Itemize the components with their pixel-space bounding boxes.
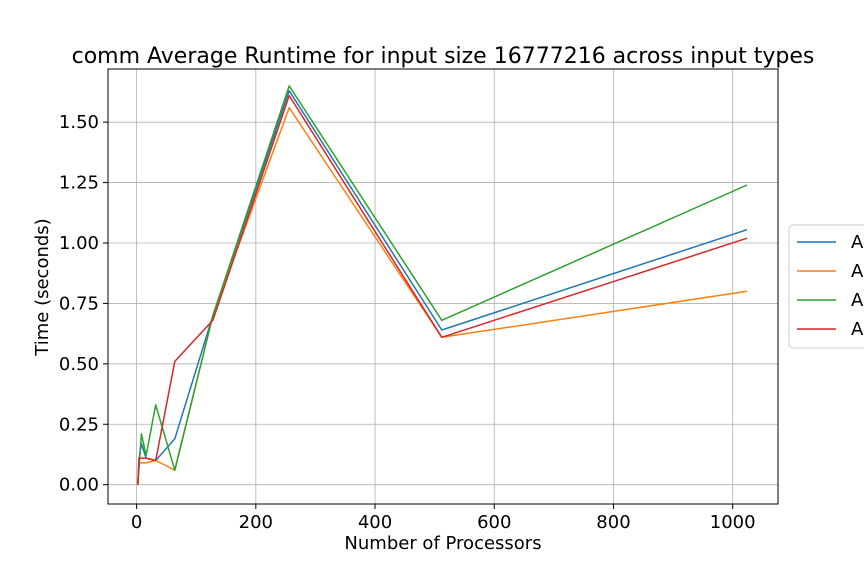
- x-axis-label: Number of Processors: [344, 533, 541, 554]
- y-tick-label: 1.25: [59, 173, 99, 194]
- series-line-4: [137, 94, 748, 485]
- legend-label-3: A: [851, 290, 864, 311]
- series-line-3: [137, 85, 748, 485]
- legend-label-2: A: [851, 261, 864, 282]
- y-tick-label: 0.75: [59, 293, 99, 314]
- series-line-1: [137, 90, 748, 485]
- series-line-2: [137, 106, 748, 485]
- x-tick-label: 600: [477, 512, 511, 533]
- legend-frame: [788, 224, 864, 349]
- x-tick-label: 1000: [710, 512, 756, 533]
- plot-area-frame: [107, 68, 779, 505]
- chart-title: comm Average Runtime for input size 1677…: [72, 44, 815, 69]
- x-tick-label: 800: [596, 512, 630, 533]
- y-axis-ticks: 0.00 0.25 0.50 0.75 1.00 1.25 1.50: [59, 112, 108, 496]
- x-tick-label: 400: [358, 512, 392, 533]
- y-tick-label: 0.25: [59, 414, 99, 435]
- x-tick-label: 200: [239, 512, 273, 533]
- series-layer: [137, 85, 748, 485]
- grid-lines: [108, 69, 778, 504]
- y-tick-label: 0.00: [59, 475, 99, 496]
- y-tick-label: 1.50: [59, 112, 99, 133]
- y-tick-label: 0.50: [59, 354, 99, 375]
- y-tick-label: 1.00: [59, 233, 99, 254]
- x-tick-label: 0: [131, 512, 142, 533]
- y-axis-label: Time (seconds): [32, 218, 53, 356]
- x-axis-ticks: 0 200 400 600 800 1000: [131, 504, 756, 533]
- legend-label-4: A: [851, 319, 864, 340]
- legend-label-1: A: [851, 232, 864, 253]
